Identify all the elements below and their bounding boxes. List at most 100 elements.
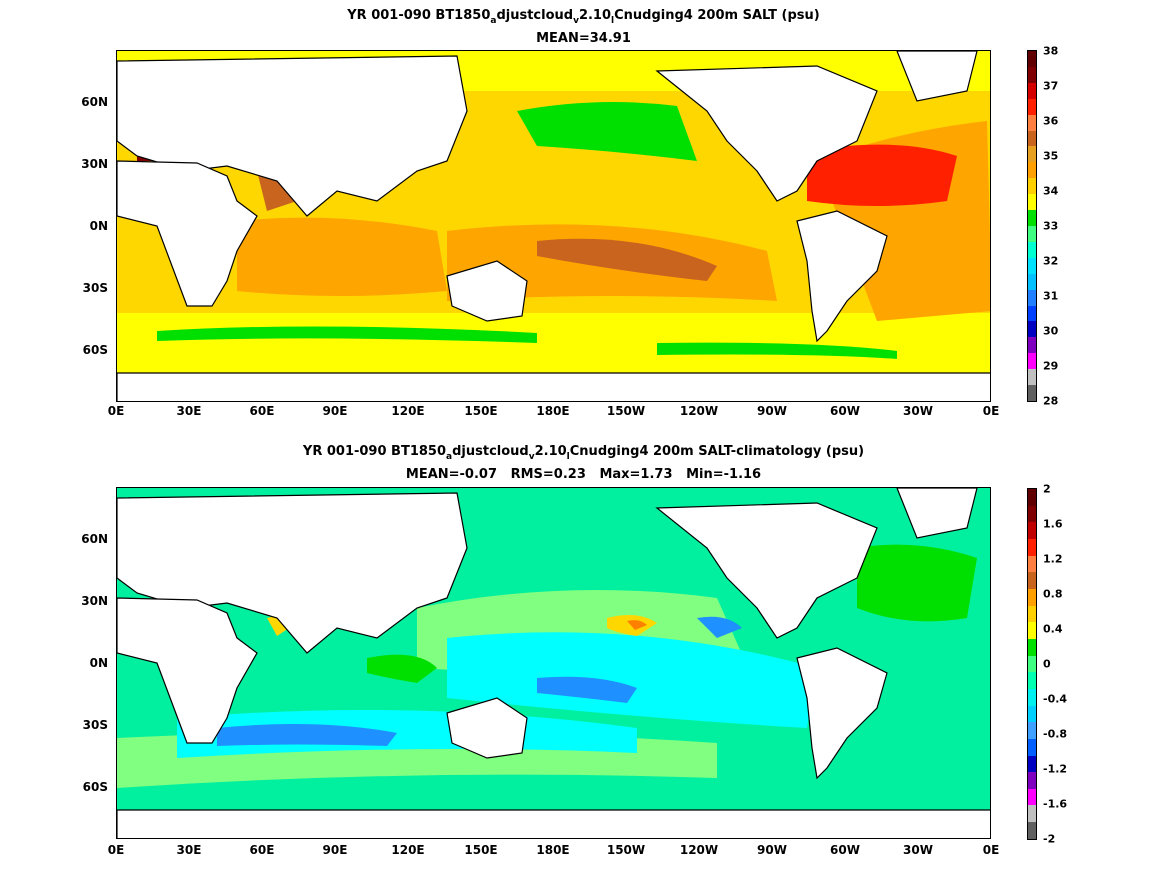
lon-label: 30W xyxy=(903,404,933,418)
colorbar-segment xyxy=(1028,738,1036,756)
colorbar-segment xyxy=(1028,241,1036,258)
north-pacific-fresh xyxy=(517,102,697,161)
eurasia-land xyxy=(117,55,468,217)
colorbar-segment xyxy=(1028,622,1036,639)
colorbar-tick: 34 xyxy=(1043,184,1059,198)
lon-label: 90W xyxy=(757,843,787,857)
land-masses xyxy=(117,488,990,838)
lon-label: 120W xyxy=(679,843,719,857)
lon-label: 60E xyxy=(249,404,275,418)
southern-fresh-streak-1 xyxy=(157,326,537,343)
colorbar-tick: -1.6 xyxy=(1043,797,1068,811)
land-masses xyxy=(117,51,990,401)
lon-label: 180E xyxy=(536,404,570,418)
lon-label: 30E xyxy=(176,404,202,418)
antarctica-land xyxy=(117,372,990,401)
colorbar-tick: 0 xyxy=(1043,657,1051,671)
colorbar-tick: 28 xyxy=(1043,394,1059,408)
colorbar-segment xyxy=(1028,273,1036,290)
colorbar-segment xyxy=(1028,321,1036,338)
colorbar-segment xyxy=(1028,51,1036,67)
colorbar-tick: -0.8 xyxy=(1043,727,1068,741)
lon-label: 150W xyxy=(606,404,646,418)
colorbar-segment xyxy=(1028,822,1036,839)
africa-land xyxy=(117,597,258,744)
colorbar-segment xyxy=(1028,337,1036,354)
colorbar-segment xyxy=(1028,555,1036,573)
salinity-anomaly-map xyxy=(116,487,991,839)
colorbar-segment xyxy=(1028,722,1036,739)
lon-label: 60W xyxy=(830,404,860,418)
colorbar-segment xyxy=(1028,66,1036,83)
green-north-atlantic xyxy=(857,544,977,622)
north-atlantic-max xyxy=(807,144,957,206)
lon-label: 120W xyxy=(679,404,719,418)
lon-label: 120E xyxy=(391,404,425,418)
colorbar-segment xyxy=(1028,146,1036,163)
colorbar-tick: 1.6 xyxy=(1043,517,1063,531)
colorbar-tick: 37 xyxy=(1043,79,1059,93)
blue-negative-patch-3 xyxy=(697,616,742,638)
lat-label: 0N xyxy=(89,656,108,670)
hot-patch xyxy=(627,620,647,630)
green-positive-patch xyxy=(367,654,437,683)
south-america-land xyxy=(796,647,888,780)
lon-label: 0E xyxy=(982,843,1000,857)
lon-label: 0E xyxy=(107,843,125,857)
colorbar-tick: 36 xyxy=(1043,114,1059,128)
colorbar-segment xyxy=(1028,772,1036,789)
lat-label: 60S xyxy=(82,343,108,357)
lon-label: 150W xyxy=(606,843,646,857)
colorbar-tick: 1.2 xyxy=(1043,552,1063,566)
colorbar-tick: -2 xyxy=(1043,832,1056,846)
lat-label: 60N xyxy=(81,95,108,109)
salinity-map-svg xyxy=(117,51,990,401)
lat-label: 30N xyxy=(81,594,108,608)
lon-label: 60E xyxy=(249,843,275,857)
colorbar-segment xyxy=(1028,225,1036,242)
colorbar-segment xyxy=(1028,98,1036,115)
colorbar-segment xyxy=(1028,605,1036,623)
salinity-anomaly-map-svg xyxy=(117,488,990,838)
colorbar-tick: 32 xyxy=(1043,254,1059,268)
lon-label: 30W xyxy=(903,843,933,857)
panel-title: YR 001-090 BT1850adjustcloudv2.10lCnudgi… xyxy=(347,8,820,26)
australia-land xyxy=(446,697,528,759)
colorbar-tick: 0.8 xyxy=(1043,587,1063,601)
africa-land xyxy=(117,160,258,307)
colorbar-segment xyxy=(1028,638,1036,656)
colorbar-segment xyxy=(1028,489,1036,506)
blue-negative-patch-1 xyxy=(537,676,637,703)
panel-title: YR 001-090 BT1850adjustcloudv2.10lCnudgi… xyxy=(302,444,865,462)
colorbar xyxy=(1027,488,1037,840)
greenland-land xyxy=(896,488,978,539)
colorbar-segment xyxy=(1028,114,1036,131)
colorbar-segment xyxy=(1028,194,1036,211)
lat-label: 60S xyxy=(82,780,108,794)
colorbar-segment xyxy=(1028,755,1036,773)
colorbar-segment xyxy=(1028,538,1036,556)
southern-fresh-streak-2 xyxy=(657,342,897,359)
colorbar-segment xyxy=(1028,788,1036,806)
greenland-land xyxy=(896,51,978,102)
eurasia-land xyxy=(117,492,468,654)
colorbar-segment xyxy=(1028,257,1036,274)
southern-yellow-band xyxy=(117,313,990,373)
lon-label: 150E xyxy=(464,843,498,857)
colorbar-tick: 31 xyxy=(1043,289,1059,303)
colorbar-segment xyxy=(1028,588,1036,606)
arabian-saltier xyxy=(257,170,297,211)
lat-label: 30N xyxy=(81,157,108,171)
colorbar-tick: 33 xyxy=(1043,219,1059,233)
lat-label: 30S xyxy=(82,718,108,732)
lon-label: 0E xyxy=(982,404,1000,418)
lat-label: 0N xyxy=(89,219,108,233)
lat-label: 30S xyxy=(82,281,108,295)
australia-land xyxy=(446,260,528,322)
colorbar-segment xyxy=(1028,505,1036,523)
panel-subtitle: MEAN=34.91 xyxy=(536,31,631,46)
colorbar-segment xyxy=(1028,369,1036,386)
colorbar-segment xyxy=(1028,705,1036,723)
colorbar-segment xyxy=(1028,178,1036,195)
salinity-map xyxy=(116,50,991,402)
